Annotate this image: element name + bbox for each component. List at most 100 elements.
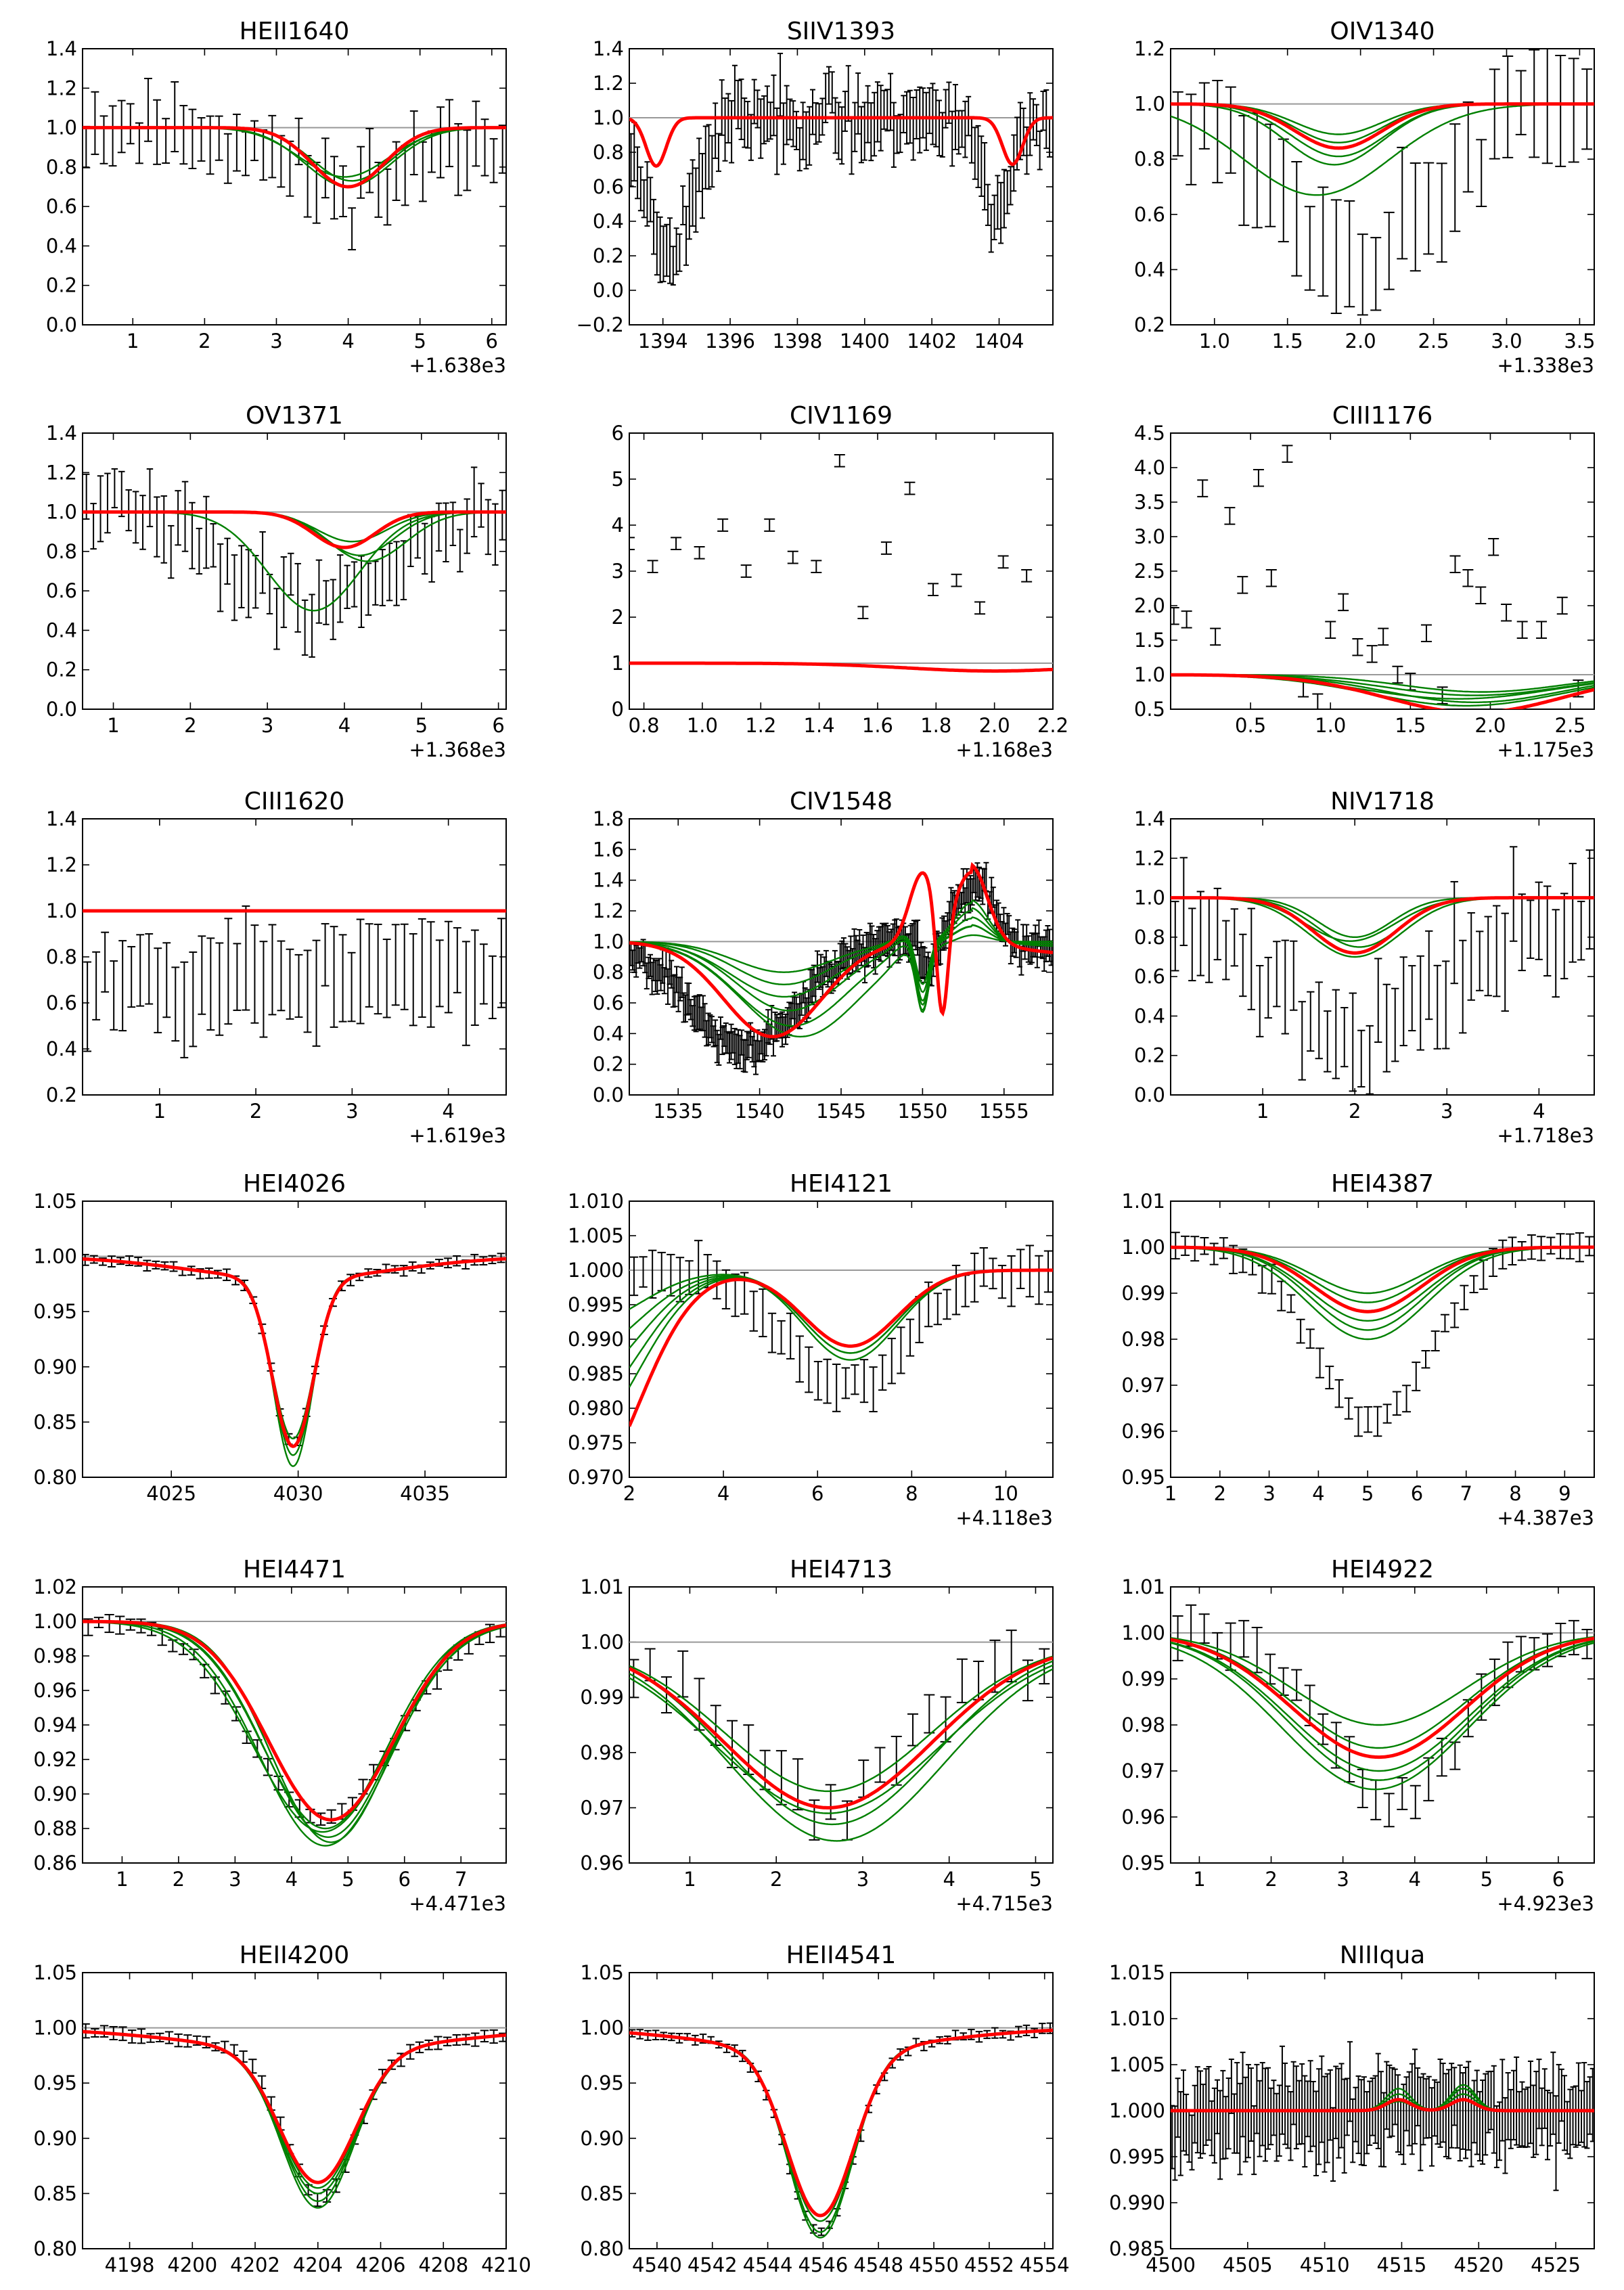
y-tick-label: 1.000: [568, 1259, 624, 1282]
plot-area: [629, 52, 1053, 286]
x-offset-label: +4.923e3: [1497, 1892, 1594, 1915]
y-tick-label: 1.01: [1121, 1190, 1165, 1213]
x-tick-label: 0.8: [629, 714, 660, 737]
x-tick-label: 1.5: [1272, 330, 1303, 353]
y-tick-label: 1.000: [1109, 2099, 1165, 2122]
model-curve-red: [1171, 1636, 1594, 1759]
x-tick-label: 4510: [1300, 2253, 1350, 2276]
model-curve-green: [1171, 1637, 1594, 1749]
plot-area: [1171, 49, 1594, 316]
panel-title: CIV1548: [790, 788, 893, 815]
model-curve-red: [629, 661, 1053, 673]
y-tick-label: 1: [612, 652, 624, 675]
y-tick-label: 0.80: [580, 2237, 624, 2260]
y-tick-label: 0.6: [46, 579, 77, 602]
x-tick-label: 4546: [798, 2253, 848, 2276]
x-tick-label: 4520: [1453, 2253, 1504, 2276]
y-tick-label: 0.98: [1121, 1328, 1165, 1351]
x-tick-label: 5: [1029, 1868, 1041, 1891]
x-tick-label: 4554: [1020, 2253, 1070, 2276]
x-tick-label: 4515: [1377, 2253, 1427, 2276]
model-curve-green: [1171, 1642, 1594, 1791]
y-tick-label: 3.5: [1134, 491, 1165, 514]
y-tick-label: 0.995: [568, 1293, 624, 1316]
plot-area: [83, 466, 506, 658]
y-tick-label: 0.6: [46, 991, 77, 1014]
panel-heii4541: HEII4541 4540 4542 4544 4546 4548 4550 4552 4554…: [580, 1941, 1069, 2276]
panel-title: SIIV1393: [787, 18, 895, 45]
y-tick-label: 2.0: [1134, 594, 1165, 617]
y-tick-label: 1.0: [593, 930, 624, 953]
plot-area: [1171, 445, 1594, 709]
model-curve-red: [629, 861, 1053, 1039]
y-tick-label: 1.010: [568, 1190, 624, 1213]
x-tick-label: 4552: [964, 2253, 1014, 2276]
y-tick-label: 0.4: [46, 234, 77, 257]
panel-heii4200: HEII4200 4198 4200 4202 4204 4206 4208 4210 0.80…: [33, 1941, 531, 2276]
x-tick-label: 5: [342, 1868, 354, 1891]
observed-data: [1171, 2041, 1594, 2191]
x-tick-label: 1540: [735, 1100, 785, 1123]
x-tick-label: 4544: [743, 2253, 793, 2276]
y-tick-label: 0.2: [46, 1083, 77, 1106]
x-tick-label: 4: [1533, 1100, 1545, 1123]
y-tick-label: 0.0: [593, 1083, 624, 1106]
x-tick-label: 1.8: [920, 714, 951, 737]
panel-title: HEI4713: [790, 1556, 893, 1584]
y-tick-label: 0.98: [1121, 1713, 1165, 1736]
x-tick-label: 4: [286, 1868, 298, 1891]
y-tick-label: 0.8: [46, 156, 77, 179]
y-tick-label: 1.0: [46, 116, 77, 139]
y-tick-label: 1.00: [1121, 1621, 1165, 1644]
x-tick-label: 2.2: [1037, 714, 1068, 737]
axes-frame: [1170, 48, 1595, 325]
x-tick-label: 2: [1349, 1100, 1361, 1123]
y-tick-label: 1.0: [1134, 93, 1165, 116]
model-curve-red: [83, 1619, 506, 1822]
axes-frame: [82, 432, 507, 710]
panel-hei4387: HEI4387 1 2 3 4 5 6 7 8 9 0.95 0.96 0.97 0.98 0.99 1.00…: [1121, 1170, 1595, 1529]
axes-frame: [629, 48, 1054, 325]
y-tick-label: 0.90: [33, 2127, 77, 2150]
y-tick-label: 4.5: [1134, 422, 1165, 445]
observed-data: [1171, 846, 1594, 1095]
y-tick-label: 1.2: [593, 899, 624, 922]
axes-frame: [82, 1200, 507, 1478]
y-tick-label: 0.85: [33, 2182, 77, 2205]
y-tick-label: 0.88: [33, 1817, 77, 1840]
y-tick-label: 0.0: [46, 313, 77, 336]
y-tick-label: 0.85: [33, 1410, 77, 1433]
y-tick-label: 0.0: [1134, 1083, 1165, 1106]
x-tick-label: 4210: [481, 2253, 531, 2276]
y-tick-label: 1.010: [1109, 2007, 1165, 2030]
x-tick-label: 4202: [230, 2253, 280, 2276]
y-tick-label: 1.2: [46, 461, 77, 484]
x-tick-label: 10: [993, 1482, 1018, 1505]
x-tick-label: 2: [1265, 1868, 1277, 1891]
x-tick-label: 1394: [638, 330, 688, 353]
plot-area: [83, 1613, 506, 1847]
y-tick-label: 0.95: [33, 2071, 77, 2094]
y-tick-label: 0.4: [46, 1037, 77, 1060]
y-tick-label: 1.8: [593, 807, 624, 830]
x-tick-label: 2.0: [1474, 714, 1506, 737]
model-curve-green: [629, 899, 1053, 985]
y-tick-label: 5: [612, 468, 624, 491]
x-tick-label: 3: [270, 330, 282, 353]
model-curve-red: [629, 2028, 1053, 2218]
y-tick-label: 1.0: [46, 899, 77, 922]
panel-title: HEII4541: [786, 1941, 897, 1969]
panel-title: HEI4121: [790, 1170, 893, 1198]
y-tick-label: 0.8: [593, 961, 624, 984]
model-curve-red: [83, 510, 506, 549]
x-tick-label: 4: [342, 330, 354, 353]
panel-title: CIII1176: [1332, 402, 1433, 430]
y-tick-label: 1.01: [1121, 1575, 1165, 1598]
observed-data: [629, 52, 1053, 286]
y-tick-label: 0.6: [593, 991, 624, 1014]
y-tick-label: 0.98: [33, 1644, 77, 1667]
x-tick-label: 6: [492, 714, 504, 737]
observed-data: [1171, 1232, 1594, 1437]
y-tick-label: 0.85: [580, 2182, 624, 2205]
model-curve-green: [1171, 1640, 1594, 1781]
